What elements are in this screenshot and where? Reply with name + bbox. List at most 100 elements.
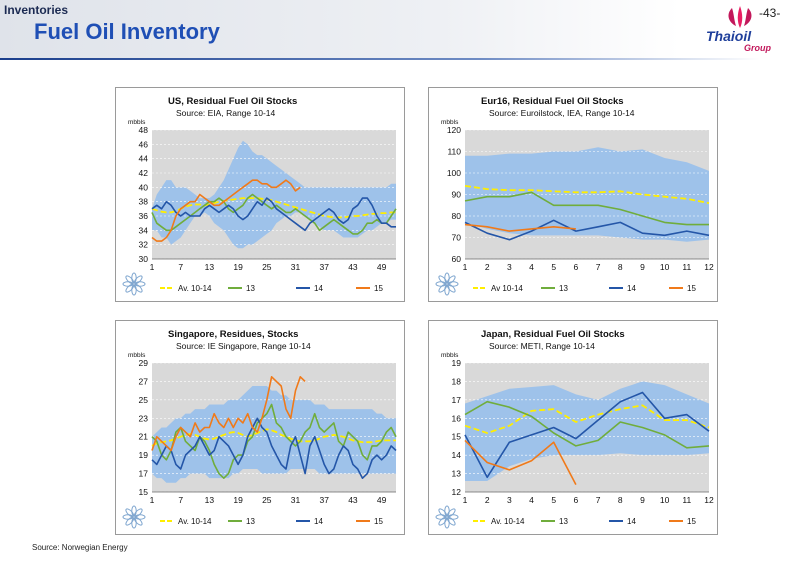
- eur16-legend-label: Av 10-14: [491, 284, 523, 293]
- eur16-chart-title: Eur16, Residual Fuel Oil Stocks: [481, 96, 624, 107]
- eur16-series-line-13: [464, 191, 709, 226]
- singapore-legend-label: 13: [246, 517, 255, 526]
- japan-range-band: [465, 381, 709, 481]
- singapore-x-tick-label: 37: [320, 495, 330, 505]
- japan-legend-label: 13: [559, 517, 568, 526]
- japan-series-line-15: [464, 439, 577, 485]
- us-series-line-13: [151, 193, 397, 235]
- singapore-x-tick-label: 31: [291, 495, 301, 505]
- japan-x-tick-label: 7: [596, 495, 601, 505]
- eur16-x-tick-label: 9: [640, 262, 645, 272]
- japan-y-tick-label: 16: [452, 413, 462, 423]
- us-x-tick-label: 25: [262, 262, 272, 272]
- eur16-series-line-15: [464, 223, 576, 232]
- eur16-x-tick-label: 12: [704, 262, 714, 272]
- eur16-x-tick-label: 8: [618, 262, 623, 272]
- singapore-x-tick-label: 49: [377, 495, 387, 505]
- us-x-tick-label: 49: [377, 262, 387, 272]
- singapore-x-tick-label: 1: [150, 495, 155, 505]
- japan-legend-label: 14: [627, 517, 636, 526]
- singapore-series-line-15: [151, 376, 306, 452]
- eur16-y-tick-label: 80: [452, 211, 462, 221]
- eur16-x-tick-label: 5: [551, 262, 556, 272]
- header-divider: [0, 58, 800, 60]
- japan-x-tick-label: 11: [682, 495, 691, 505]
- japan-legend-label: 15: [687, 517, 696, 526]
- singapore-x-tick-label: 13: [205, 495, 215, 505]
- us-x-tick-label: 31: [291, 262, 301, 272]
- chart-panel-singapore: Singapore, Residues, Stocks Source: IE Si…: [115, 320, 405, 535]
- singapore-chart-title: Singapore, Residues, Stocks: [168, 329, 298, 340]
- chart-panel-us: US, Residual Fuel Oil Stocks Source: EIA,…: [115, 87, 405, 302]
- us-y-tick-label: 42: [139, 168, 149, 178]
- us-y-tick-label: 30: [139, 254, 149, 264]
- eur16-x-tick-label: 11: [682, 262, 691, 272]
- page-title: Fuel Oil Inventory: [34, 19, 220, 44]
- eur16-ring-logo: [435, 272, 459, 296]
- japan-y-tick-label: 13: [452, 469, 462, 479]
- us-y-tick-label: 40: [139, 182, 149, 192]
- eur16-x-tick-label: 3: [507, 262, 512, 272]
- japan-x-tick-label: 6: [574, 495, 579, 505]
- us-chart-title: US, Residual Fuel Oil Stocks: [168, 96, 297, 107]
- japan-x-tick-label: 2: [485, 495, 490, 505]
- japan-series-line-14: [464, 391, 710, 479]
- eur16-x-tick-label: 7: [596, 262, 601, 272]
- japan-x-tick-label: 1: [463, 495, 468, 505]
- eur16-y-tick-label: 110: [447, 147, 461, 157]
- eur16-y-tick-label: 70: [452, 233, 462, 243]
- japan-x-tick-label: 4: [529, 495, 534, 505]
- us-y-axis-label: mbbls: [128, 119, 146, 126]
- eur16-legend-label: 13: [559, 284, 568, 293]
- eur16-y-tick-label: 120: [447, 125, 461, 135]
- japan-y-tick-label: 18: [452, 376, 462, 386]
- us-series-line-av-10-14: [151, 197, 396, 219]
- japan-y-tick-label: 17: [452, 395, 462, 405]
- logo-text: Thaioil: [706, 28, 752, 44]
- eur16-y-axis-label: mbbls: [441, 119, 459, 126]
- us-ring-logo: [122, 272, 146, 296]
- logo-subtext: Group: [744, 43, 771, 53]
- eur16-series-line-14: [464, 219, 710, 241]
- us-legend-label: 13: [246, 284, 255, 293]
- japan-y-tick-label: 19: [452, 358, 462, 368]
- chart-panel-japan: Japan, Residual Fuel Oil Stocks Source: M…: [428, 320, 718, 535]
- japan-y-axis-label: mbbls: [441, 352, 459, 359]
- singapore-ring-logo: [122, 505, 146, 529]
- us-y-tick-label: 48: [139, 125, 149, 135]
- eur16-x-tick-label: 4: [529, 262, 534, 272]
- us-x-tick-label: 1: [150, 262, 155, 272]
- header-bar: [0, 0, 800, 60]
- eur16-x-tick-label: 1: [463, 262, 468, 272]
- eur16-y-tick-label: 100: [447, 168, 461, 178]
- singapore-x-tick-label: 43: [348, 495, 358, 505]
- singapore-y-tick-label: 23: [139, 413, 149, 423]
- page-number: -43-: [759, 6, 781, 20]
- us-chart-subtitle: Source: EIA, Range 10-14: [176, 108, 276, 118]
- singapore-y-tick-label: 17: [139, 469, 149, 479]
- singapore-chart-subtitle: Source: IE Singapore, Range 10-14: [176, 341, 311, 351]
- us-x-tick-label: 43: [348, 262, 358, 272]
- japan-chart-subtitle: Source: METI, Range 10-14: [489, 341, 595, 351]
- section-label: Inventories: [4, 3, 69, 17]
- singapore-y-tick-label: 19: [139, 450, 149, 460]
- singapore-y-tick-label: 27: [139, 376, 149, 386]
- eur16-x-tick-label: 2: [485, 262, 490, 272]
- eur16-chart-subtitle: Source: Euroilstock, IEA, Range 10-14: [489, 108, 635, 118]
- us-y-tick-label: 44: [139, 154, 149, 164]
- us-x-tick-label: 37: [320, 262, 330, 272]
- eur16-x-tick-label: 10: [660, 262, 670, 272]
- japan-legend-label: Av. 10-14: [491, 517, 525, 526]
- japan-x-tick-label: 8: [618, 495, 623, 505]
- us-legend-label: 15: [374, 284, 383, 293]
- eur16-y-tick-label: 90: [452, 190, 462, 200]
- chart-panel-eur16: Eur16, Residual Fuel Oil Stocks Source: E…: [428, 87, 718, 302]
- us-y-tick-label: 34: [139, 225, 149, 235]
- singapore-series-line-av-10-14: [151, 428, 396, 447]
- us-legend-label: 14: [314, 284, 323, 293]
- singapore-y-axis-label: mbbls: [128, 352, 146, 359]
- eur16-y-tick-label: 60: [452, 254, 462, 264]
